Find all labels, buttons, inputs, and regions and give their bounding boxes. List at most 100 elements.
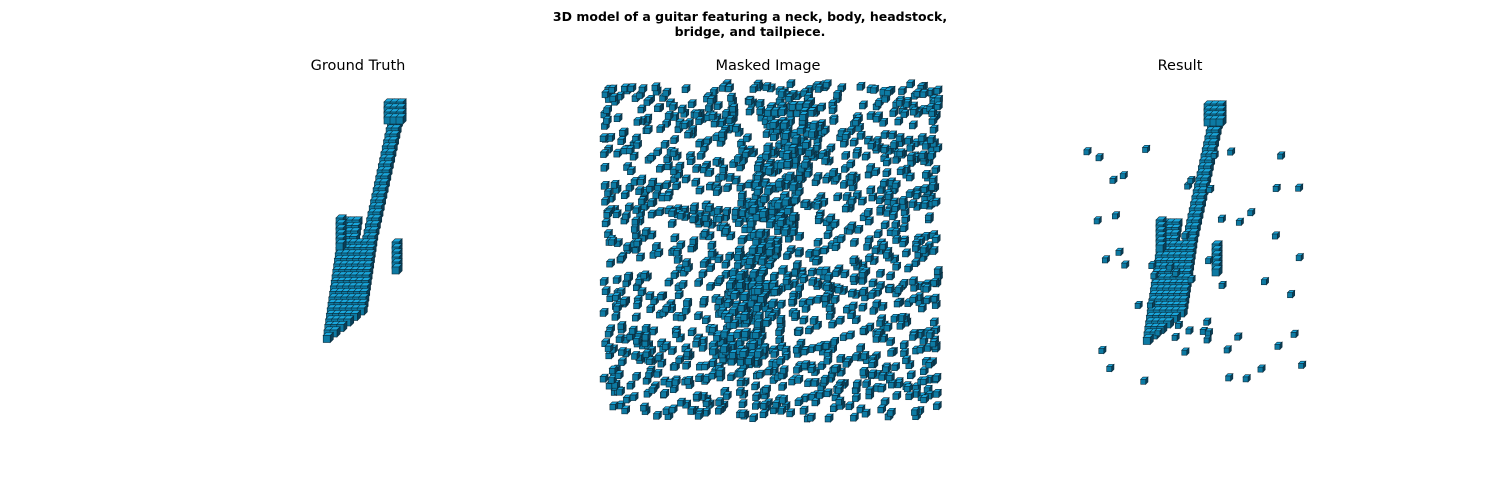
voxel xyxy=(733,254,741,262)
voxel xyxy=(846,162,853,169)
voxel xyxy=(612,277,619,284)
voxel xyxy=(335,242,344,251)
voxel xyxy=(740,294,748,301)
voxel xyxy=(656,126,663,133)
voxel xyxy=(632,207,639,214)
voxel xyxy=(841,206,849,213)
voxel xyxy=(840,271,847,279)
voxel xyxy=(805,328,812,335)
voxel xyxy=(612,295,619,302)
voxel xyxy=(927,137,934,144)
voxel xyxy=(687,329,694,337)
voxel xyxy=(920,247,927,254)
voxel xyxy=(864,210,871,217)
voxel xyxy=(878,304,885,311)
voxel xyxy=(714,256,721,263)
voxel xyxy=(843,307,850,314)
voxel xyxy=(699,261,707,268)
voxel xyxy=(833,92,840,99)
voxel xyxy=(673,250,680,257)
voxel xyxy=(655,354,662,362)
voxel xyxy=(859,289,866,296)
voxel xyxy=(670,272,677,279)
voxel xyxy=(695,141,702,148)
voxel xyxy=(910,285,917,292)
voxel xyxy=(847,224,854,231)
voxel xyxy=(845,403,852,411)
voxel xyxy=(899,198,906,205)
voxel xyxy=(852,119,859,127)
voxel xyxy=(875,100,882,107)
voxel xyxy=(913,91,920,98)
voxel xyxy=(802,142,809,149)
voxel xyxy=(896,323,903,330)
voxel xyxy=(707,251,714,258)
voxel xyxy=(841,166,848,173)
voxel xyxy=(932,375,939,382)
voxel xyxy=(705,205,712,212)
voxel xyxy=(669,104,676,111)
voxel xyxy=(830,339,837,346)
voxel xyxy=(849,140,857,147)
voxel xyxy=(840,141,847,148)
voxel xyxy=(804,171,811,178)
voxel xyxy=(922,172,929,179)
voxel xyxy=(920,186,927,194)
voxel xyxy=(776,317,783,324)
voxel xyxy=(708,114,715,121)
voxel xyxy=(852,395,859,402)
voxel xyxy=(749,415,756,423)
voxel xyxy=(823,390,830,398)
voxel xyxy=(934,104,941,111)
voxel xyxy=(868,372,875,379)
voxel xyxy=(822,219,829,226)
voxel xyxy=(715,408,722,415)
voxel xyxy=(643,99,650,106)
voxel xyxy=(678,282,685,289)
voxel xyxy=(645,293,652,300)
voxel xyxy=(638,198,645,205)
voxel xyxy=(736,359,744,366)
voxel xyxy=(853,382,860,389)
voxel xyxy=(823,232,830,239)
voxel xyxy=(618,359,625,366)
voxel xyxy=(840,182,847,189)
voxel xyxy=(729,352,736,359)
voxel xyxy=(829,170,836,177)
voxel xyxy=(599,310,606,317)
voxel xyxy=(627,85,634,92)
voxel xyxy=(891,182,899,189)
voxel xyxy=(862,381,869,388)
voxel xyxy=(715,399,722,406)
voxel xyxy=(766,221,773,229)
voxel xyxy=(777,373,784,380)
voxel xyxy=(860,353,867,360)
voxel xyxy=(606,261,613,268)
voxel xyxy=(891,205,898,213)
voxel xyxy=(796,175,803,182)
voxel xyxy=(660,391,667,398)
voxel xyxy=(892,393,899,400)
voxel xyxy=(643,127,651,134)
voxel xyxy=(660,142,667,149)
voxel xyxy=(695,118,702,125)
voxel xyxy=(714,103,721,110)
voxel xyxy=(686,158,693,165)
voxel xyxy=(852,317,859,324)
voxel xyxy=(889,110,896,117)
voxel xyxy=(855,125,862,132)
voxel xyxy=(705,170,712,177)
voxel xyxy=(670,176,677,183)
voxel xyxy=(631,353,638,360)
voxel xyxy=(712,159,719,166)
voxel xyxy=(912,245,919,252)
voxel xyxy=(714,208,721,215)
voxel xyxy=(738,411,745,419)
voxel xyxy=(776,358,783,365)
voxel xyxy=(715,277,722,284)
voxel xyxy=(653,371,660,378)
voxel xyxy=(814,86,821,93)
voxel xyxy=(691,180,698,187)
voxel xyxy=(668,407,676,414)
voxel xyxy=(608,368,616,375)
